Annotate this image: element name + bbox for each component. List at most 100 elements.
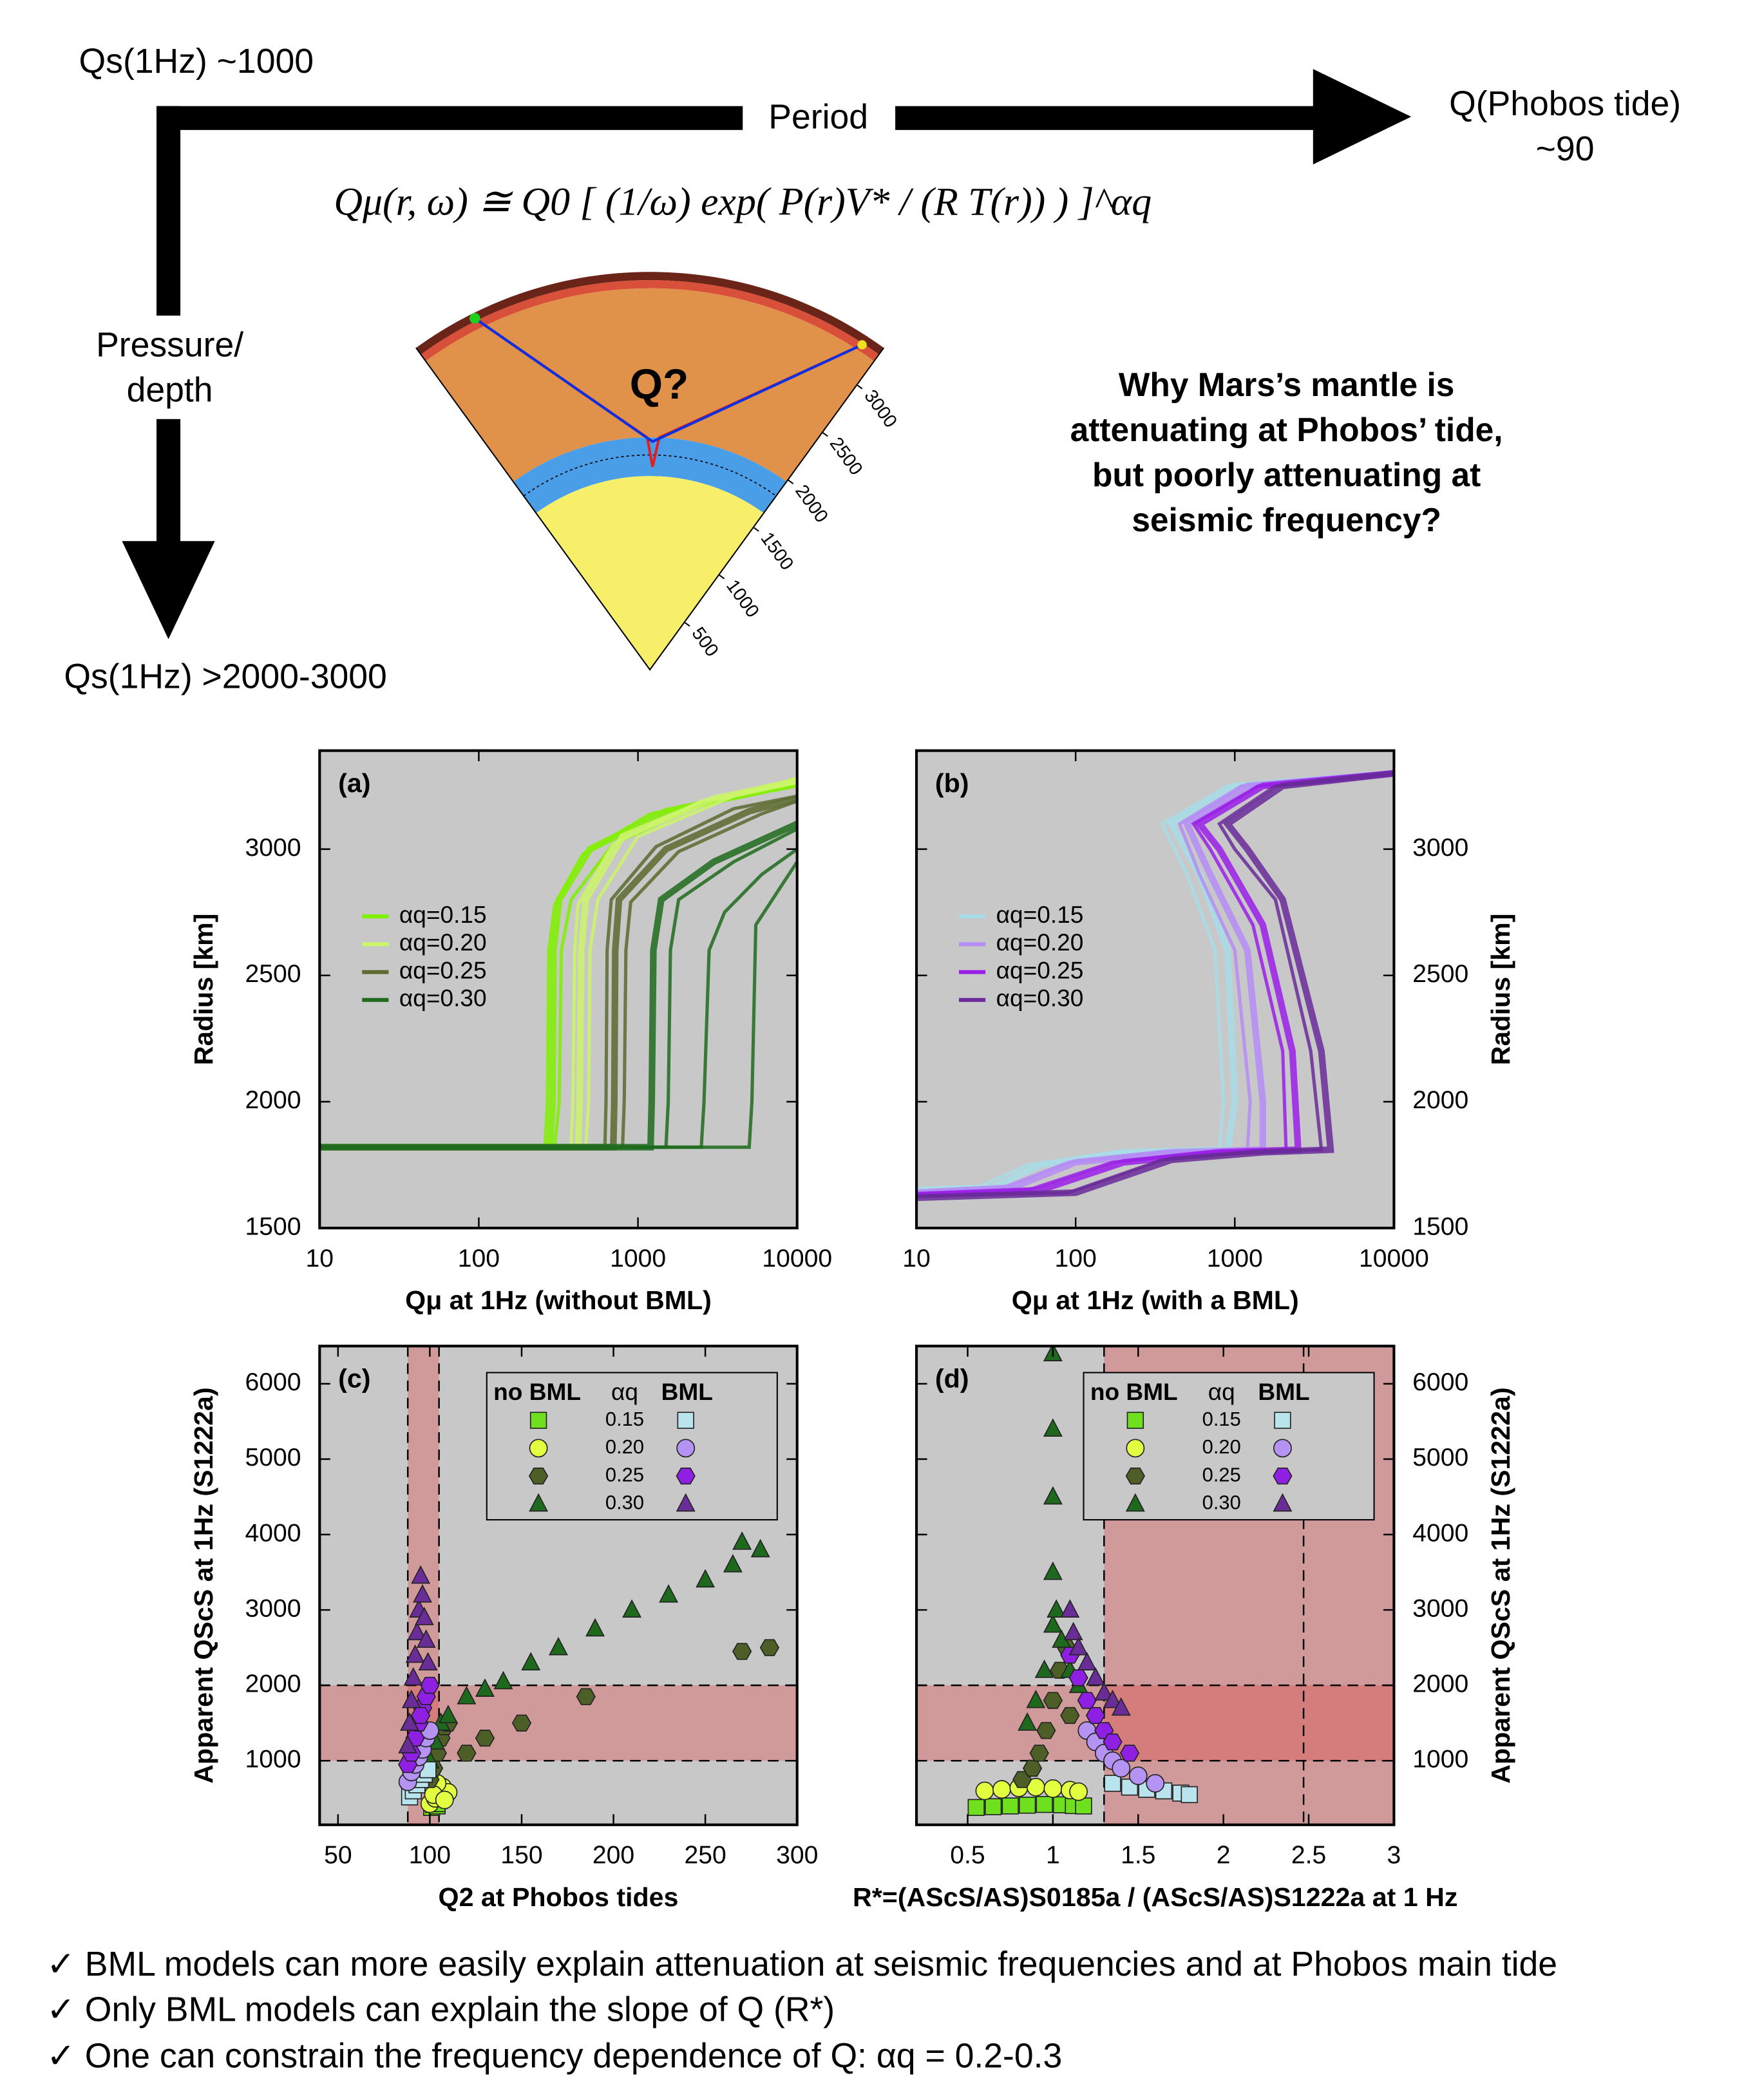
marker bbox=[677, 1412, 694, 1429]
y-tick-label: 2500 bbox=[245, 960, 301, 988]
marker bbox=[985, 1798, 1002, 1815]
radius-tick bbox=[822, 431, 828, 437]
legend-header: no BML bbox=[493, 1378, 581, 1405]
question: attenuating at Phobos’ tide, bbox=[1070, 411, 1503, 448]
legend-header: BML bbox=[661, 1378, 713, 1405]
marker bbox=[732, 1531, 752, 1550]
marker bbox=[398, 1735, 418, 1753]
marker bbox=[1104, 1775, 1121, 1792]
y-tick-label: 4000 bbox=[1412, 1519, 1468, 1547]
marker bbox=[1036, 1722, 1056, 1739]
source bbox=[469, 313, 480, 324]
curve bbox=[319, 780, 797, 1151]
marker bbox=[457, 1686, 477, 1705]
radius-tick bbox=[856, 384, 863, 390]
legend-label: 0.25 bbox=[1202, 1463, 1241, 1486]
marker bbox=[1274, 1412, 1291, 1429]
marker bbox=[723, 1554, 743, 1573]
curve bbox=[319, 784, 797, 1149]
x-tick-label: 50 bbox=[324, 1842, 352, 1869]
marker bbox=[1077, 1652, 1097, 1670]
top-left-label: Qs(1Hz) ~1000 bbox=[79, 43, 314, 80]
y-axis-title: Radius [km] bbox=[1486, 914, 1515, 1066]
frame bbox=[318, 749, 799, 1230]
right-label: Q(Phobos tide) bbox=[1449, 85, 1681, 123]
marker bbox=[1111, 1697, 1131, 1716]
marker bbox=[1085, 1706, 1106, 1725]
marker bbox=[1103, 1733, 1123, 1751]
marker bbox=[416, 1629, 436, 1648]
panel-label: (b) bbox=[935, 768, 969, 798]
marker bbox=[435, 1790, 454, 1810]
marker bbox=[1022, 1759, 1043, 1777]
y-tick-label: 5000 bbox=[245, 1444, 301, 1471]
marker bbox=[1273, 1439, 1292, 1458]
x-tick-label: 250 bbox=[684, 1842, 726, 1869]
y-axis-title: Apparent QScS at 1Hz (S1222a) bbox=[1486, 1387, 1515, 1784]
x-tick-label: 2.5 bbox=[1291, 1842, 1326, 1869]
marker bbox=[1146, 1773, 1165, 1793]
marker bbox=[1001, 1797, 1019, 1815]
x-tick-label: 200 bbox=[593, 1842, 634, 1869]
marker bbox=[1026, 1689, 1046, 1708]
marker bbox=[529, 1412, 547, 1429]
curve bbox=[319, 860, 797, 1149]
legend-label: 0.30 bbox=[605, 1491, 644, 1514]
legend-header: αq bbox=[611, 1378, 638, 1405]
marker bbox=[413, 1584, 432, 1603]
ray bbox=[474, 317, 863, 444]
curve bbox=[916, 771, 1394, 1196]
marker bbox=[405, 1644, 425, 1663]
legend-header: no BML bbox=[1090, 1378, 1178, 1405]
marker bbox=[1068, 1637, 1088, 1656]
x-axis-title: Qμ at 1Hz (without BML) bbox=[405, 1285, 712, 1315]
marker bbox=[457, 1744, 477, 1762]
marker bbox=[1029, 1744, 1049, 1762]
legend-label: αq=0.25 bbox=[399, 956, 487, 983]
legend-label: αq=0.20 bbox=[399, 929, 487, 956]
marker bbox=[529, 1493, 549, 1512]
right-label: ~90 bbox=[1536, 130, 1595, 168]
marker bbox=[732, 1643, 752, 1660]
marker bbox=[418, 1652, 438, 1670]
edge bbox=[415, 347, 885, 671]
marker bbox=[400, 1712, 419, 1731]
marker bbox=[475, 1678, 495, 1697]
y-tick-label: 5000 bbox=[1412, 1444, 1468, 1471]
x-tick-label: 150 bbox=[500, 1842, 542, 1869]
marker bbox=[696, 1569, 716, 1588]
y-tick-label: 6000 bbox=[245, 1368, 301, 1396]
marker bbox=[676, 1493, 696, 1512]
x-tick-label: 1000 bbox=[610, 1245, 666, 1272]
radius-label: 1500 bbox=[757, 529, 798, 574]
y-tick-label: 1000 bbox=[245, 1746, 301, 1773]
y-tick-label: 3000 bbox=[245, 1594, 301, 1622]
marker bbox=[511, 1714, 532, 1732]
marker bbox=[1047, 1599, 1067, 1618]
marker bbox=[1094, 1682, 1114, 1701]
plot bbox=[916, 770, 1394, 1202]
radius-label: 3000 bbox=[860, 386, 901, 432]
marker bbox=[549, 1637, 568, 1656]
curve bbox=[916, 770, 1394, 1194]
x-tick-label: 1 bbox=[1046, 1842, 1060, 1869]
marker bbox=[1043, 1692, 1063, 1709]
depth-arrow-head bbox=[122, 541, 215, 639]
legend-label: 0.20 bbox=[605, 1435, 644, 1458]
marker bbox=[1086, 1667, 1106, 1686]
marker bbox=[1112, 1759, 1131, 1778]
conclusion: ✓ BML models can more easily explain att… bbox=[46, 1945, 1557, 1983]
marker bbox=[676, 1439, 696, 1458]
marker bbox=[1126, 1439, 1145, 1458]
legend-label: αq=0.25 bbox=[996, 956, 1084, 983]
curve bbox=[319, 799, 797, 1149]
x-tick-label: 10000 bbox=[762, 1245, 832, 1272]
marker bbox=[759, 1639, 780, 1656]
x-tick-label: 100 bbox=[1055, 1245, 1097, 1272]
panel-label: (a) bbox=[338, 768, 370, 798]
radius-tick bbox=[684, 621, 690, 627]
marker bbox=[1043, 1614, 1063, 1633]
x-tick-label: 300 bbox=[776, 1842, 818, 1869]
radius-tick bbox=[753, 527, 759, 532]
